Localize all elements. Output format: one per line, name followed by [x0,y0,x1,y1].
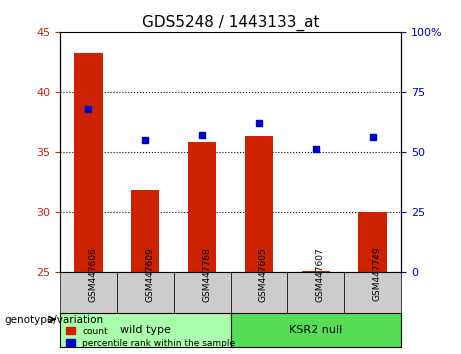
Text: GSM447768: GSM447768 [202,247,211,302]
FancyBboxPatch shape [230,272,287,313]
Text: GSM447749: GSM447749 [372,247,382,302]
FancyBboxPatch shape [344,272,401,313]
Bar [245,136,273,272]
FancyBboxPatch shape [60,272,117,313]
Bar [301,271,330,272]
Text: genotype/variation: genotype/variation [5,315,104,325]
Text: GSM447606: GSM447606 [89,247,97,302]
Text: GSM447609: GSM447609 [145,247,154,302]
Point [369,135,376,140]
FancyBboxPatch shape [117,272,174,313]
FancyBboxPatch shape [60,313,230,347]
Point [312,147,319,152]
FancyBboxPatch shape [230,313,401,347]
Point [255,120,263,126]
FancyBboxPatch shape [174,272,230,313]
Title: GDS5248 / 1443133_at: GDS5248 / 1443133_at [142,14,319,30]
Text: GSM447607: GSM447607 [316,247,325,302]
Point [142,137,149,143]
Bar [188,142,216,272]
Legend: count, percentile rank within the sample: count, percentile rank within the sample [65,325,237,349]
Text: KSR2 null: KSR2 null [289,325,343,335]
FancyBboxPatch shape [287,272,344,313]
Point [85,106,92,112]
Text: wild type: wild type [120,325,171,335]
Bar [74,53,102,272]
Point [198,132,206,138]
Text: GSM447605: GSM447605 [259,247,268,302]
Bar [358,212,387,272]
Bar [131,190,160,272]
